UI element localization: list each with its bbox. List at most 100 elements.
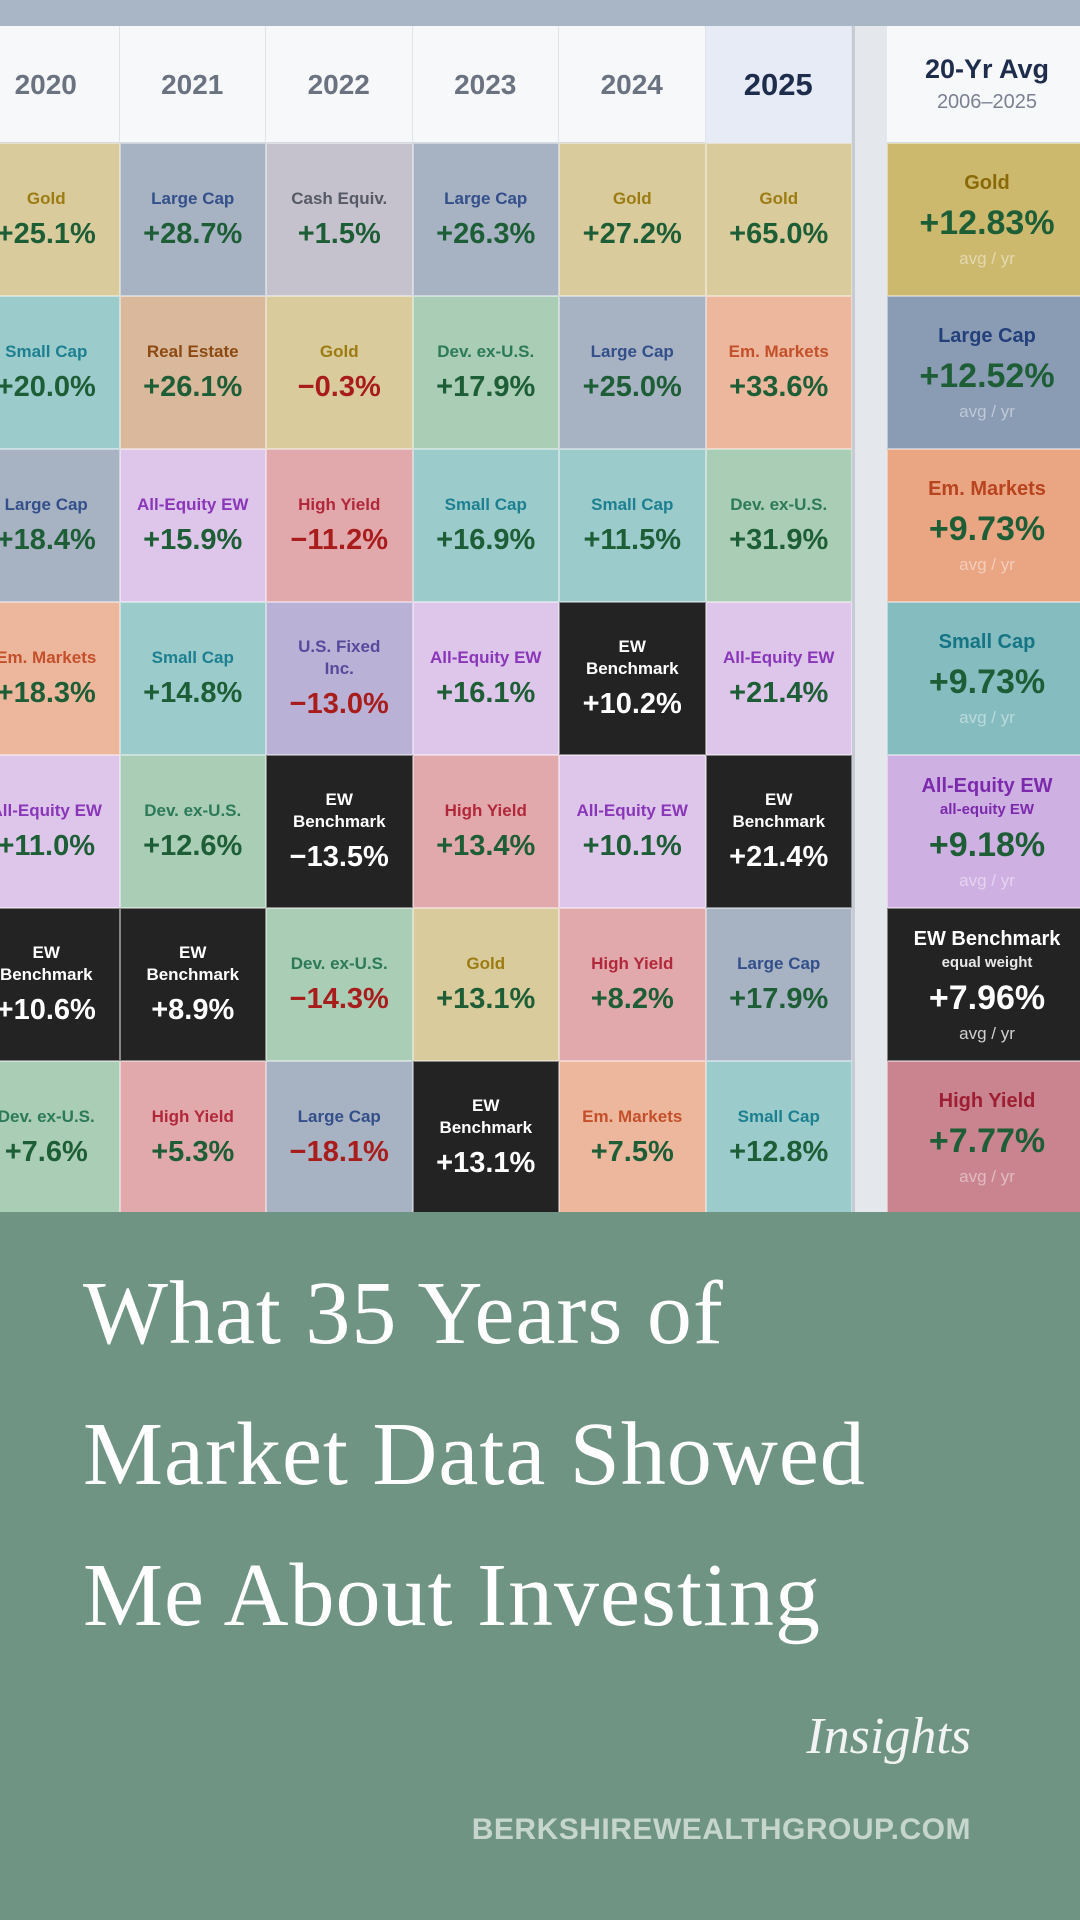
- cell: High Yield −11.2%: [266, 449, 413, 602]
- cell-value: +9.73%: [928, 663, 1046, 701]
- cell-note: avg / yr: [959, 1023, 1015, 1043]
- avg-cell: Em. Markets +9.73% avg / yr: [887, 449, 1080, 602]
- cell-label: Gold: [612, 188, 652, 208]
- cell-label: High Yield: [444, 800, 527, 820]
- cell-value: +12.83%: [919, 204, 1055, 242]
- cell: Small Cap +11.5%: [559, 449, 706, 602]
- cell-value: +21.4%: [729, 677, 829, 710]
- cell-label: Gold: [964, 172, 1010, 194]
- cell-value: −0.3%: [297, 371, 381, 404]
- cell-value: +1.5%: [297, 218, 381, 251]
- cell: Dev. ex-U.S. −14.3%: [266, 908, 413, 1061]
- cell-value: +10.6%: [0, 994, 96, 1027]
- cell-sub: equal weight: [941, 953, 1033, 971]
- cell-label: Em. Markets: [0, 647, 97, 667]
- cell-label: Cash Equiv.: [291, 188, 388, 208]
- avg-cell: Small Cap +9.73% avg / yr: [887, 602, 1080, 755]
- cell-label: EW Benchmark: [439, 1095, 533, 1137]
- cell-label: Small Cap: [591, 494, 674, 514]
- website[interactable]: BERKSHIREWEALTHGROUP.COM: [471, 1813, 971, 1846]
- cell-value: +17.9%: [729, 983, 829, 1016]
- cell-label: Large Cap: [737, 953, 821, 973]
- cell-value: +26.3%: [436, 218, 536, 251]
- cell: Dev. ex-U.S. +12.6%: [119, 755, 266, 908]
- cell-note: avg / yr: [959, 249, 1015, 268]
- cell-value: +28.7%: [143, 218, 243, 251]
- cell-label: Large Cap: [938, 325, 1036, 347]
- year-header: 2021: [120, 26, 266, 143]
- tag: Insights: [806, 1708, 971, 1765]
- cell: High Yield +8.2%: [559, 908, 706, 1061]
- cell-label: All-Equity EW: [723, 647, 835, 667]
- title-line: Market Data Showed: [83, 1405, 866, 1504]
- cell: Em. Markets +7.5%: [559, 1061, 706, 1214]
- cell-value: +20.0%: [0, 371, 96, 404]
- cell-value: −14.3%: [289, 983, 389, 1016]
- cell-label: Dev. ex-U.S.: [437, 341, 535, 361]
- cell: All-Equity EW +10.1%: [559, 755, 706, 908]
- cell: Gold −0.3%: [266, 296, 413, 449]
- cell: Small Cap +12.8%: [705, 1061, 852, 1214]
- cell-label: Em. Markets: [728, 341, 829, 361]
- cell-label: Large Cap: [444, 188, 528, 208]
- cell-note: avg / yr: [959, 708, 1015, 727]
- cell-value: −13.5%: [289, 841, 389, 874]
- cell-value: +8.9%: [151, 994, 235, 1027]
- cell: Large Cap −18.1%: [266, 1061, 413, 1214]
- cell-label: Large Cap: [4, 494, 88, 514]
- cell: Em. Markets +18.3%: [0, 602, 120, 755]
- title-line: Me About Investing: [83, 1546, 821, 1645]
- cell-label: High Yield: [591, 953, 674, 973]
- cell-label: EW Benchmark: [585, 636, 679, 678]
- avg-cell: All-Equity EW all-equity EW +9.18% avg / yr: [887, 755, 1080, 908]
- cell: Large Cap +25.0%: [559, 296, 706, 449]
- cell-value: +13.1%: [436, 1147, 536, 1180]
- cell: High Yield +13.4%: [412, 755, 559, 908]
- cell-value: +12.8%: [729, 1136, 829, 1169]
- cell-label: Gold: [466, 953, 506, 973]
- avg-cell: Large Cap +12.52% avg / yr: [887, 296, 1080, 449]
- cell-value: +16.1%: [436, 677, 536, 710]
- avg-cell: EW Benchmark equal weight +7.96% avg / yr: [887, 908, 1080, 1061]
- cell-value: +26.1%: [143, 371, 243, 404]
- cell: Large Cap +26.3%: [412, 143, 559, 296]
- cell-label: Large Cap: [590, 341, 674, 361]
- cell-value: +65.0%: [729, 218, 829, 251]
- cell-value: +12.6%: [143, 830, 243, 863]
- cell-value: +14.8%: [143, 677, 243, 710]
- cell: All-Equity EW +21.4%: [705, 602, 852, 755]
- cell-value: +33.6%: [729, 371, 829, 404]
- cell: EW Benchmark +10.2%: [559, 602, 706, 755]
- cell: EW Benchmark +21.4%: [705, 755, 852, 908]
- year-header: 2020: [0, 26, 120, 143]
- cell-value: +25.0%: [582, 371, 682, 404]
- cell-label: Em. Markets: [928, 478, 1046, 500]
- cell-sub: all-equity EW: [939, 800, 1035, 818]
- cell-label: Small Cap: [151, 647, 234, 667]
- avg-cell: High Yield +7.77% avg / yr: [887, 1061, 1080, 1214]
- cell-label: All-Equity EW: [0, 800, 102, 820]
- cell: All-Equity EW +15.9%: [119, 449, 266, 602]
- cell: EW Benchmark −13.5%: [266, 755, 413, 908]
- cell-label: All-Equity EW: [430, 647, 542, 667]
- cell: All-Equity EW +11.0%: [0, 755, 120, 908]
- avg-cell: Gold +12.83% avg / yr: [887, 143, 1080, 296]
- cell-value: +18.3%: [0, 677, 96, 710]
- cell: Gold +13.1%: [412, 908, 559, 1061]
- cell-value: +9.18%: [928, 825, 1046, 864]
- cell: EW Benchmark +8.9%: [119, 908, 266, 1061]
- cell-label: Large Cap: [297, 1106, 381, 1126]
- cell: Large Cap +28.7%: [119, 143, 266, 296]
- cell-label: U.S. Fixed Inc.: [298, 636, 381, 678]
- cell-value: +16.9%: [436, 524, 536, 557]
- cell-label: Dev. ex-U.S.: [0, 1106, 95, 1126]
- cell-label: Small Cap: [938, 631, 1036, 653]
- cell: U.S. Fixed Inc. −13.0%: [266, 602, 413, 755]
- cell-label: Real Estate: [146, 341, 239, 361]
- cell-label: Dev. ex-U.S.: [290, 953, 388, 973]
- cell-label: EW Benchmark: [0, 942, 93, 984]
- cell: Small Cap +14.8%: [119, 602, 266, 755]
- cell-value: +21.4%: [729, 841, 829, 874]
- cell-label: Gold: [759, 188, 799, 208]
